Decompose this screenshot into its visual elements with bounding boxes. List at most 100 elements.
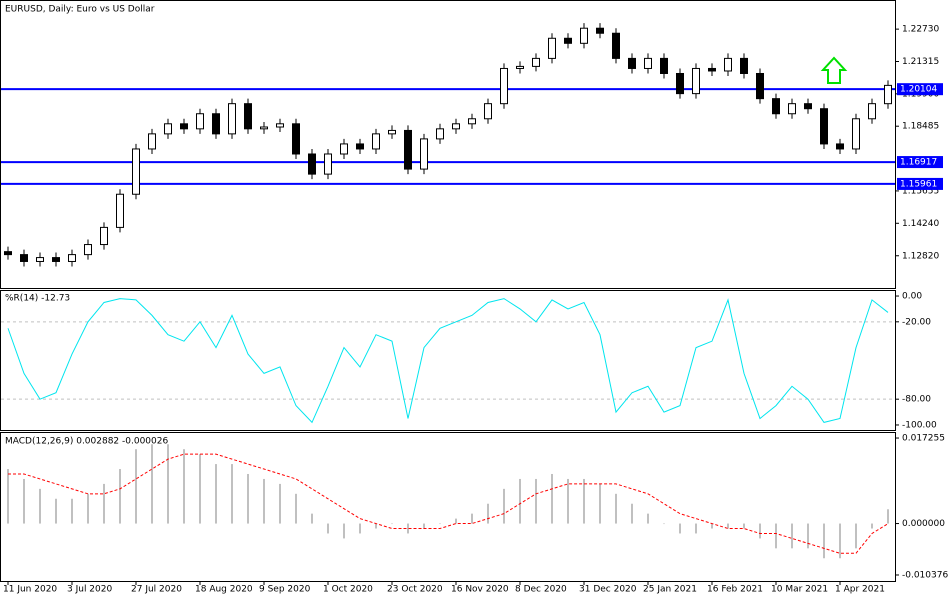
- y-tick-label: 0.00: [902, 292, 922, 302]
- x-tick-label: 18 Aug 2020: [195, 585, 253, 595]
- x-tick-label: 9 Sep 2020: [259, 585, 311, 595]
- candle-body: [516, 65, 524, 69]
- candle-body: [836, 143, 844, 150]
- level-label: 1.15961: [900, 179, 937, 189]
- x-tick-label: 8 Dec 2020: [515, 585, 567, 595]
- macd-bar: [679, 523, 681, 534]
- candle-body: [68, 254, 76, 262]
- candle-body: [196, 113, 204, 130]
- macd-bar: [519, 478, 521, 524]
- level-label: 1.16917: [900, 158, 937, 168]
- candle-body: [164, 123, 172, 135]
- candle-body: [324, 153, 332, 175]
- candle-body: [100, 226, 108, 246]
- candle-body: [148, 133, 156, 150]
- y-tick-label: -20.00: [902, 317, 931, 327]
- macd-bar: [631, 503, 633, 524]
- macd-bar: [615, 493, 617, 524]
- candle-body: [436, 128, 444, 140]
- candle-body: [884, 84, 892, 105]
- macd-bar: [7, 469, 9, 524]
- macd-bar: [599, 483, 601, 524]
- macd-bar: [103, 483, 105, 524]
- macd-bar: [311, 513, 313, 524]
- candle-body: [708, 67, 716, 72]
- candle-body: [596, 27, 604, 34]
- macd-bar: [551, 473, 553, 524]
- level-label-box: [897, 156, 943, 169]
- candle-body: [564, 37, 572, 44]
- candle-body: [404, 129, 412, 170]
- candle-body: [180, 123, 188, 130]
- signal-line: [8, 453, 889, 554]
- macd-bar: [887, 509, 889, 524]
- candle-body: [644, 57, 652, 69]
- candle-body: [228, 103, 236, 135]
- candle-body: [612, 32, 620, 59]
- candle-body: [372, 133, 380, 150]
- candle-body: [868, 103, 876, 120]
- candle-body: [420, 138, 428, 170]
- level-label: 1.20104: [900, 85, 937, 95]
- macd-bar: [167, 444, 169, 524]
- candle-body: [804, 103, 812, 110]
- y-tick-label: -80.00: [902, 395, 931, 405]
- macd-bar: [87, 493, 89, 524]
- wpr-line: [7, 298, 889, 424]
- macd-bar: [343, 523, 345, 539]
- macd-bar: [663, 523, 665, 525]
- y-tick-label: 0.017255: [902, 434, 945, 444]
- candle-body: [116, 193, 124, 228]
- macd-bar: [647, 513, 649, 524]
- macd-bar: [535, 478, 537, 524]
- macd-bar: [583, 478, 585, 524]
- price-panel: [0, 0, 896, 289]
- candle-body: [388, 129, 396, 135]
- candle-body: [84, 244, 92, 256]
- macd-bar: [71, 498, 73, 524]
- candle-body: [244, 103, 252, 130]
- macd-bar: [471, 513, 473, 524]
- macd-bar: [247, 473, 249, 524]
- candle-body: [628, 57, 636, 69]
- x-tick-label: 31 Dec 2020: [579, 585, 637, 595]
- x-tick-label: 1 Oct 2020: [323, 585, 373, 595]
- macd-bar: [839, 523, 841, 559]
- level-label-box: [897, 177, 943, 190]
- candle-body: [772, 98, 780, 115]
- macd-bar: [375, 523, 377, 529]
- macd-bar: [295, 493, 297, 524]
- macd-bar: [439, 523, 441, 525]
- x-tick-label: 16 Nov 2020: [451, 585, 509, 595]
- macd-bar: [391, 523, 393, 525]
- y-tick-label: 1.15655: [902, 186, 939, 196]
- candle-body: [820, 108, 828, 145]
- candle-body: [852, 118, 860, 150]
- candle-body: [36, 257, 44, 262]
- macd-bar: [727, 523, 729, 529]
- macd-bar: [455, 518, 457, 524]
- candle-body: [260, 126, 268, 130]
- x-tick-label: 10 Mar 2021: [771, 585, 828, 595]
- panel-title: MACD(12,26,9) 0.002882 -0.000026: [5, 437, 168, 447]
- macd-bar: [807, 523, 809, 549]
- candle-body: [4, 251, 12, 256]
- candle-body: [660, 57, 668, 74]
- candle-body: [692, 67, 700, 95]
- candle-body: [212, 113, 220, 135]
- macd-bar: [199, 454, 201, 524]
- macd-bar: [823, 523, 825, 559]
- macd-bar: [759, 523, 761, 539]
- wpr-panel: [0, 290, 896, 431]
- candle-body: [580, 27, 588, 44]
- candle-body: [20, 254, 28, 262]
- y-tick-label: -0.010376: [902, 570, 948, 580]
- macd-bar: [567, 478, 569, 524]
- macd-bar: [775, 523, 777, 549]
- panel-title: %R(14) -12.73: [5, 294, 70, 304]
- macd-bar: [423, 523, 425, 529]
- candle-body: [452, 123, 460, 130]
- x-tick-label: 23 Oct 2020: [387, 585, 443, 595]
- candle-body: [308, 153, 316, 175]
